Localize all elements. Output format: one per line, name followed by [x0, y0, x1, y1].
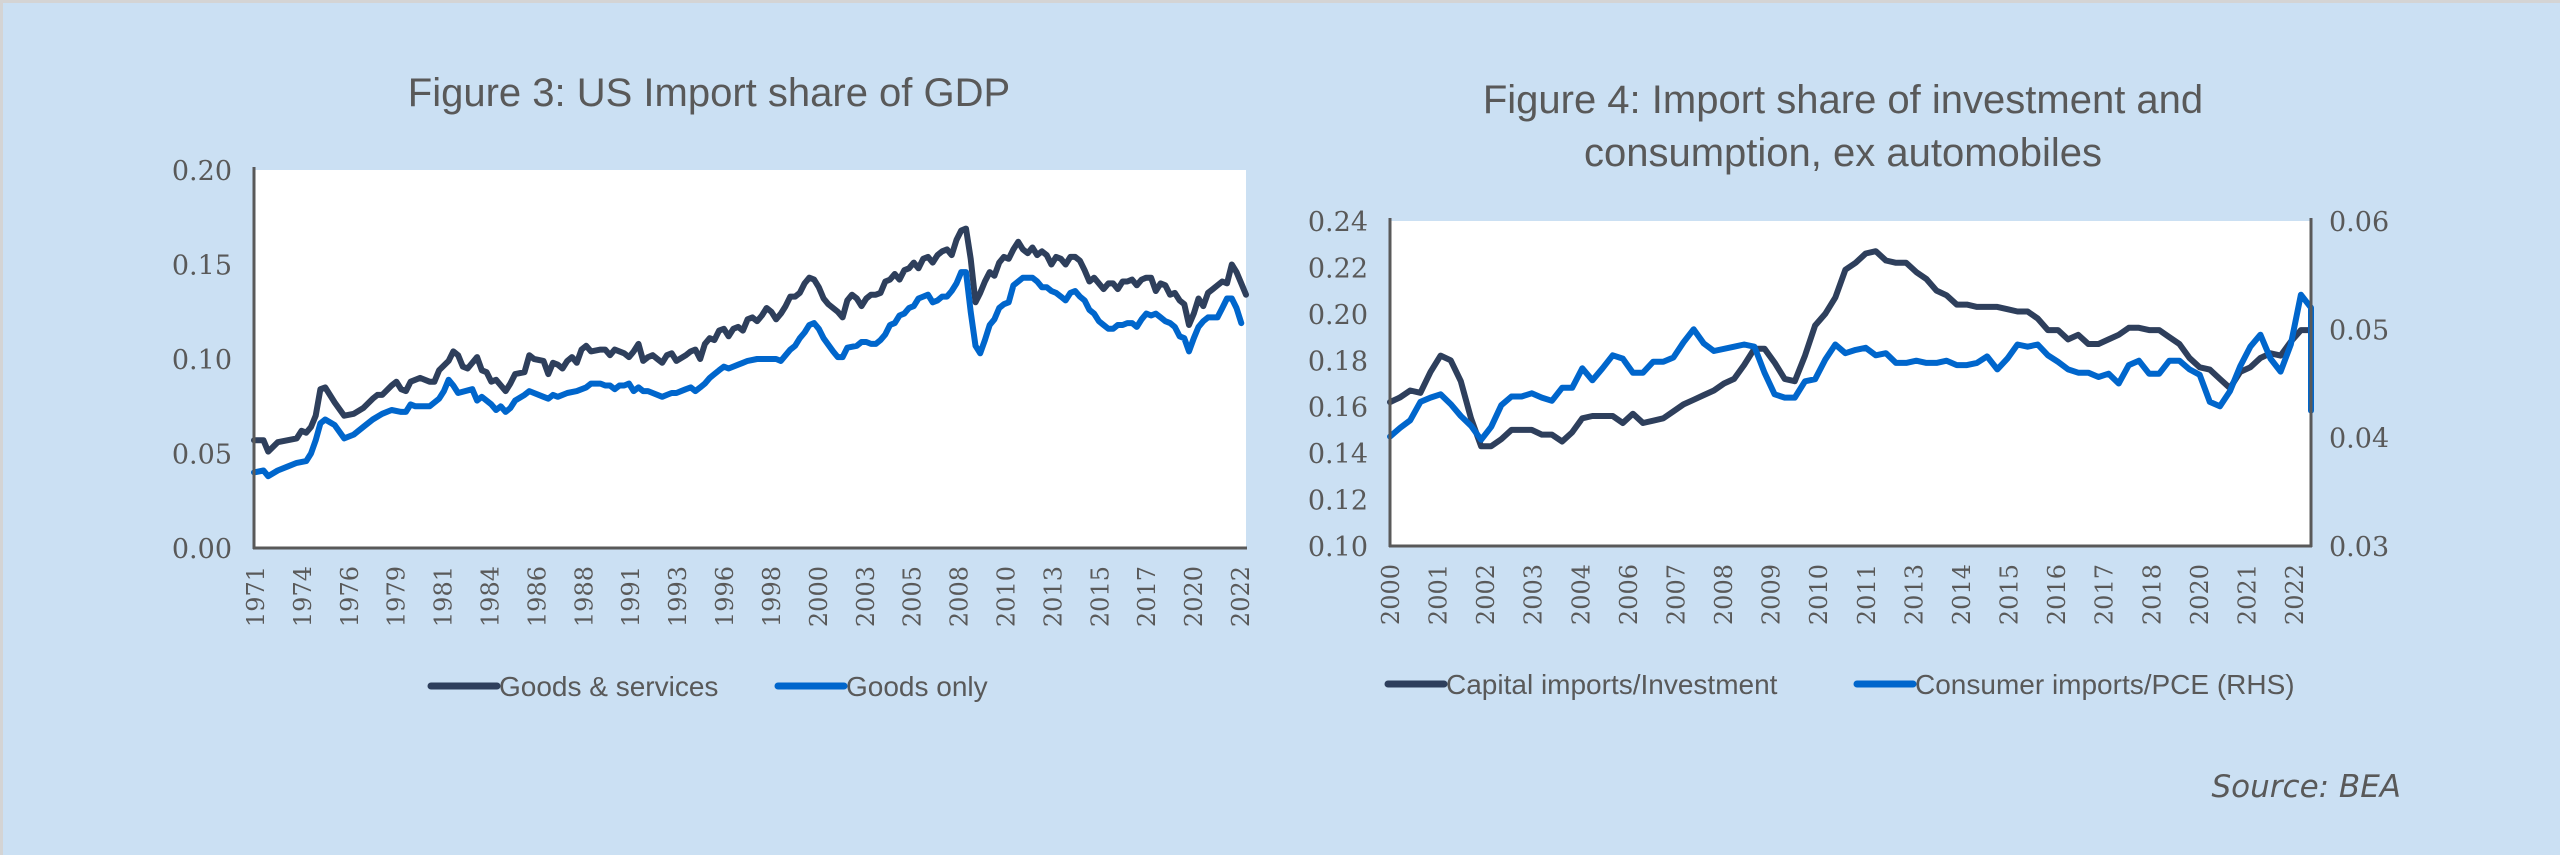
x-tick-label: 2018	[2138, 564, 2166, 625]
x-tick-label: 1974	[289, 566, 317, 627]
x-tick-label: 1979	[383, 566, 411, 627]
legend-label-capital-imports: Capital imports/Investment	[1446, 669, 1778, 700]
x-tick-label: 1998	[758, 566, 786, 627]
x-tick-label: 2007	[1662, 564, 1690, 625]
x-tick-label: 2006	[1615, 564, 1643, 625]
y-tick-label: 0.00	[172, 534, 232, 565]
series-lines	[251, 225, 1249, 480]
chart-title-figure-4-line1: Figure 4: Import share of investment and	[1483, 78, 2203, 122]
plot-area	[1390, 221, 2311, 546]
y-tick-label: 0.10	[1308, 532, 1368, 563]
series-line-consumer-imports-pce-rhs	[1387, 291, 2314, 443]
x-tick-label: 2020	[2186, 564, 2214, 625]
x-tick-label: 2009	[1758, 564, 1786, 625]
x-tick-label: 2000	[805, 566, 833, 627]
series-line-goods-only	[251, 269, 1245, 480]
y-tick-label: 0.20	[172, 156, 232, 187]
y-axis-ticks: 0.00 0.05 0.10 0.15 0.20	[172, 156, 232, 565]
y-tick-label: 0.24	[1308, 207, 1368, 238]
x-axis-ticks: 1971 1974 1976 1979 1981 1984 1986 1988 1991 1993…	[242, 566, 1255, 627]
y-tick-label: 0.20	[1308, 300, 1368, 331]
chart-title-figure-4-line2: consumption, ex automobiles	[1584, 131, 2102, 175]
x-tick-label: 2013	[1039, 566, 1067, 627]
legend-label-goods-services: Goods & services	[499, 671, 718, 702]
x-tick-label: 2010	[992, 566, 1020, 627]
x-tick-label: 1971	[242, 566, 270, 627]
x-tick-label: 2003	[1520, 564, 1548, 625]
x-tick-label: 2010	[1805, 564, 1833, 625]
y2-tick-label: 0.05	[2329, 315, 2389, 346]
x-axis-ticks: 2000 2001 2002 2003 2004 2006 2007 2008 2009 2010…	[1377, 564, 2309, 625]
y-tick-label: 0.05	[172, 440, 232, 471]
y-tick-label: 0.10	[172, 345, 232, 376]
x-tick-label: 1986	[523, 566, 551, 627]
x-tick-label: 2017	[2091, 564, 2119, 625]
figure-panel: Figure 3: US Import share of GDP 0.00 0.0…	[3, 3, 2560, 855]
x-tick-label: 2015	[1086, 566, 1114, 627]
x-tick-label: 2000	[1377, 564, 1405, 625]
legend-label-consumer-imports: Consumer imports/PCE (RHS)	[1915, 669, 2295, 700]
y-tick-label: 0.15	[172, 251, 232, 282]
x-tick-label: 2021	[2233, 564, 2261, 625]
series-line-capital-imports-investment	[1387, 248, 2314, 450]
y2-tick-label: 0.03	[2329, 532, 2389, 563]
x-tick-label: 1993	[664, 566, 692, 627]
x-tick-label: 2002	[1472, 564, 1500, 625]
y-tick-label: 0.22	[1308, 253, 1368, 284]
x-tick-label: 2001	[1425, 564, 1453, 625]
y-axis-ticks-left: 0.10 0.12 0.14 0.16 0.18 0.20 0.22 0.24	[1308, 207, 1368, 563]
chart-figure-3: Figure 3: US Import share of GDP 0.000.0…	[172, 71, 1255, 702]
x-tick-label: 1991	[617, 566, 645, 627]
x-tick-label: 2005	[899, 566, 927, 627]
x-tick-label: 2016	[2043, 564, 2071, 625]
series-line-goods-services	[251, 225, 1249, 455]
chart-title-figure-3: Figure 3: US Import share of GDP	[408, 71, 1010, 115]
y-axis-ticks-right: 0.03 0.04 0.05 0.06	[2329, 207, 2389, 563]
x-tick-label: 1996	[711, 566, 739, 627]
x-tick-label: 2014	[1948, 564, 1976, 625]
y-tick-label: 0.14	[1308, 439, 1368, 470]
x-tick-label: 2015	[1996, 564, 2024, 625]
x-tick-label: 1981	[430, 566, 458, 627]
y2-tick-label: 0.04	[2329, 424, 2389, 455]
x-tick-label: 2020	[1180, 566, 1208, 627]
x-tick-label: 2003	[852, 566, 880, 627]
x-tick-label: 1976	[336, 566, 364, 627]
x-tick-label: 1988	[570, 566, 598, 627]
x-tick-label: 1984	[477, 566, 505, 627]
x-tick-label: 2013	[1900, 564, 1928, 625]
series-lines	[1387, 248, 2314, 450]
x-tick-label: 2004	[1567, 564, 1595, 625]
y-tick-label: 0.18	[1308, 346, 1368, 377]
x-tick-label: 2008	[1710, 564, 1738, 625]
chart-figure-4: Figure 4: Import share of investment and…	[1308, 78, 2389, 700]
x-tick-label: 2011	[1853, 564, 1881, 625]
source-note: Source: BEA	[2211, 769, 2401, 805]
legend: Capital imports/Investment Consumer impo…	[1384, 669, 2295, 700]
x-tick-label: 2017	[1133, 566, 1161, 627]
x-tick-label: 2008	[946, 566, 974, 627]
y-tick-label: 0.16	[1308, 393, 1368, 424]
x-tick-label: 2022	[1227, 566, 1255, 627]
charts-canvas: Figure 3: US Import share of GDP 0.000.0…	[172, 71, 2401, 805]
legend-label-goods-only: Goods only	[846, 671, 988, 702]
x-tick-label: 2022	[2281, 564, 2309, 625]
y2-tick-label: 0.06	[2329, 207, 2389, 238]
y-tick-label: 0.12	[1308, 486, 1368, 517]
legend: Goods & services Goods only	[427, 671, 988, 702]
